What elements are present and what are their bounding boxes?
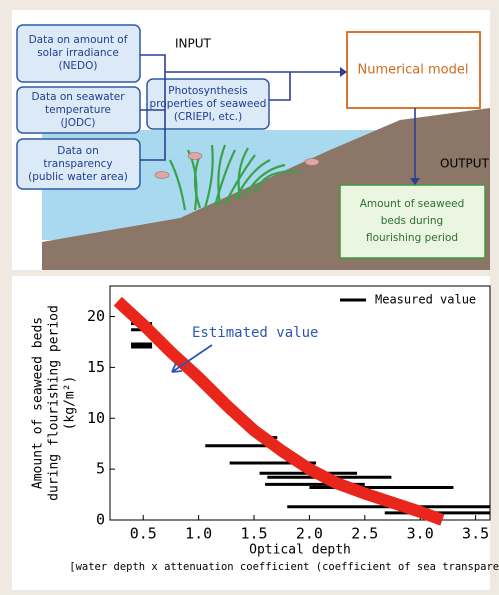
page: INPUT Numerical model OUTPUT 0.5 1.0 1.5 2.… [0, 0, 499, 595]
y-tick-label: 20 [87, 307, 105, 325]
input-text: transparency [43, 158, 112, 170]
y-axis-label: (kg/m²) [63, 376, 78, 431]
model-label: Numerical model [358, 63, 469, 78]
x-tick-label: 0.5 [130, 525, 157, 543]
input-label: INPUT [175, 37, 212, 51]
input-text: (NEDO) [58, 60, 97, 72]
input-text: solar irradiance [37, 47, 119, 59]
output-text: beds during [381, 215, 443, 227]
y-tick-label: 15 [87, 358, 105, 376]
x-tick-label: 1.0 [185, 525, 212, 543]
input-text: Data on seawater [31, 91, 125, 103]
x-axis-label: Optical depth [249, 543, 351, 558]
legend-label: Measured value [375, 293, 476, 307]
y-tick-label: 5 [96, 460, 105, 478]
figure: INPUT Numerical model OUTPUT 0.5 1.0 1.5 2.… [0, 0, 499, 595]
y-tick-label: 0 [96, 511, 105, 529]
output-text: flourishing period [366, 232, 458, 244]
output-label: OUTPUT [440, 157, 490, 171]
x-axis-label: [water depth x attenuation coefficient (… [69, 561, 499, 573]
x-tick-label: 2.0 [296, 525, 323, 543]
input-text: Data on amount of [29, 34, 128, 46]
input-text: (public water area) [28, 171, 128, 183]
input-text: (CRIEPI, etc.) [174, 111, 242, 123]
input-text: (JODC) [61, 117, 96, 129]
input-text: Data on [57, 145, 99, 157]
input-text: temperature [45, 104, 111, 116]
estimate-label: Estimated value [192, 325, 318, 341]
x-tick-label: 2.5 [351, 525, 378, 543]
y-axis-label: during flourishing period [47, 305, 62, 501]
output-text: Amount of seaweed [360, 198, 465, 210]
input-text: Photosynthesis [168, 85, 247, 97]
x-tick-label: 1.5 [240, 525, 267, 543]
input-text: properties of seaweed [150, 98, 267, 110]
y-tick-label: 10 [87, 409, 105, 427]
x-tick-label: 3.0 [407, 525, 434, 543]
y-axis-label: Amount of seaweed beds [31, 317, 46, 489]
x-tick-label: 3.5 [462, 525, 489, 543]
